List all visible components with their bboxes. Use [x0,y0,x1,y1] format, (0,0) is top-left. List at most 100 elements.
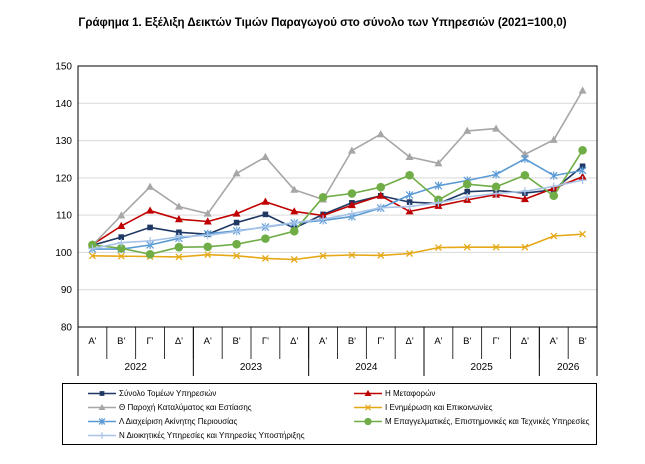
data-point [261,254,269,262]
year-label: 2026 [557,362,580,373]
data-point [462,179,472,189]
data-point [204,251,212,259]
data-point [520,170,530,180]
y-tick-label: 110 [56,211,72,222]
data-point [203,209,212,217]
data-point [406,199,413,205]
series-layer [88,86,587,263]
legend-label: Θ Παροχή Καταλύματος και Εστίασης [119,403,252,412]
data-point [549,171,558,180]
data-point [578,166,587,175]
data-point [405,207,414,215]
legend-label: Η Μεταφορών [385,389,436,398]
data-point [117,221,126,229]
data-point [145,249,155,259]
data-point [521,243,529,251]
data-point [377,251,385,259]
x-tick-label: Β' [233,336,241,347]
legend-label: Ν Διοικητικές Υπηρεσίες και Υπηρεσίες Υπ… [119,431,305,440]
axis-layer: 80 90 100 110 120 130 140 150 2022 2023 2024 2025 20… [55,62,598,376]
data-point [463,126,472,134]
data-point [347,209,356,218]
y-tick-label: 120 [55,173,72,184]
x-tick-label: Δ' [405,336,413,347]
data-point [261,197,270,205]
legend-swatch [88,418,116,425]
x-tick-label: Δ' [521,336,529,347]
x-tick-label: Α' [88,336,96,347]
legend-swatch-marker [98,403,106,411]
data-point [290,256,298,263]
x-tick-label: Β' [579,336,587,347]
series-2 [88,86,587,249]
data-point [578,176,587,185]
series-6 [88,176,587,253]
data-point [463,243,471,251]
y-tick-label: 80 [61,323,73,334]
legend-swatch-marker [98,432,106,439]
x-tick-label: Α' [434,336,442,347]
data-point [550,232,558,240]
legend-swatch-marker [99,391,105,396]
data-point [492,189,501,198]
x-tick-label: Γ' [262,336,269,347]
x-tick-label: Γ' [493,336,500,347]
data-point [405,152,414,160]
legend-swatch-marker [364,417,372,426]
series-line [92,165,584,247]
plot-area [77,65,598,328]
data-point [318,192,328,202]
data-point [319,215,328,224]
data-point [406,250,414,258]
data-point [147,224,153,231]
data-point [549,182,558,191]
data-point [578,86,587,94]
data-point [347,146,356,154]
year-label: 2023 [240,362,263,373]
series-line [92,179,583,250]
data-point [174,202,183,210]
legend-swatch [354,404,382,411]
data-point [376,191,385,199]
data-point [405,170,414,180]
data-point [578,145,587,155]
data-point [88,244,97,253]
data-point [491,182,501,192]
x-tick-label: Β' [463,336,471,347]
data-point [203,217,212,225]
data-point [174,215,183,223]
data-point [549,191,559,201]
data-point [464,188,471,195]
legend-swatch [88,403,116,411]
series-line [92,233,583,261]
data-point [261,234,270,243]
chart-title: Γράφημα 1. Εξέλιξη Δεικτών Τιμών Παραγωγ… [78,17,567,29]
x-tick-label: Γ' [147,336,154,347]
data-point [232,227,241,236]
data-point [549,135,558,143]
data-point [434,159,443,167]
legend-label: Λ Διαχείριση Ακίνητης Περιουσίας [119,417,238,426]
x-tick-label: Α' [319,336,327,347]
data-point [520,154,529,163]
data-point [492,170,501,179]
line-chart: 80 90 100 110 120 130 140 150 2022 2023 2024 2025 20… [55,62,598,376]
data-point [175,253,183,261]
data-point [463,192,472,201]
data-point [146,236,155,245]
legend-swatch [354,417,382,426]
data-point [347,200,356,209]
data-point [376,182,386,192]
year-label: 2025 [471,362,494,373]
year-label: 2022 [125,362,148,373]
data-point [434,181,443,190]
data-point [492,243,500,251]
data-point [261,222,270,231]
data-point [174,242,184,252]
data-point [319,252,327,260]
series-1 [88,172,587,248]
legend-label: Μ Επαγγελματικές, Επιστημονικές και Τεχν… [385,417,590,426]
data-point [174,232,183,241]
data-point [146,206,155,214]
data-point [261,152,270,160]
